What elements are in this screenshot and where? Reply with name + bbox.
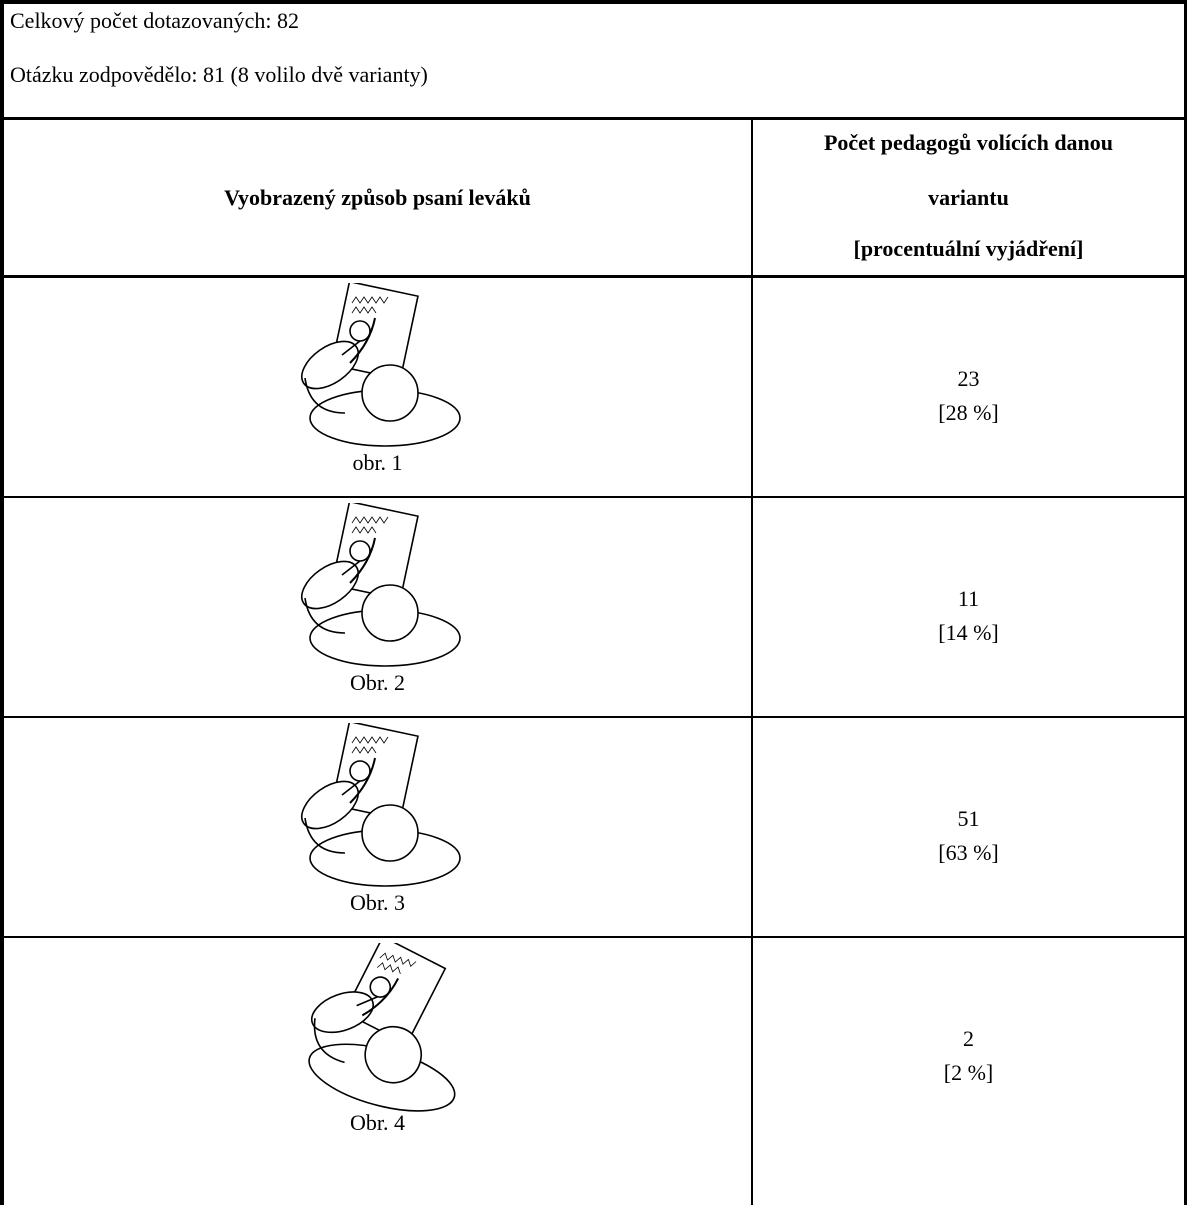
- figure-caption: Obr. 3: [350, 890, 405, 915]
- border: [0, 936, 1187, 938]
- count: 51: [957, 806, 980, 831]
- figure-caption: Obr. 2: [350, 670, 405, 695]
- percent: [63 %]: [938, 840, 999, 865]
- border: [0, 716, 1187, 718]
- border: [0, 0, 1187, 4]
- border: [0, 0, 4, 1205]
- border: [0, 117, 1187, 120]
- summary-line: Otázku zodpovědělo: 81 (8 volilo dvě var…: [10, 62, 428, 87]
- count: 2: [963, 1026, 974, 1051]
- count: 23: [957, 366, 980, 391]
- border: [0, 496, 1187, 498]
- illustration: [292, 283, 461, 447]
- border: [1184, 0, 1187, 1205]
- column-header: Počet pedagogů volících danou: [823, 130, 1114, 155]
- border: [751, 117, 753, 1205]
- illustration: [292, 503, 461, 667]
- border: [0, 275, 1187, 278]
- illustration: [292, 723, 461, 887]
- percent: [28 %]: [938, 400, 999, 425]
- percent: [2 %]: [943, 1060, 994, 1085]
- figure-caption: Obr. 4: [350, 1110, 405, 1135]
- column-header: variantu: [928, 185, 1009, 210]
- percent: [14 %]: [938, 620, 999, 645]
- summary-line: Celkový počet dotazovaných: 82: [10, 8, 299, 33]
- figure-caption: obr. 1: [352, 450, 403, 475]
- count: 11: [957, 586, 980, 611]
- column-header: [procentuální vyjádření]: [853, 236, 1084, 261]
- illustration: [285, 943, 475, 1113]
- column-header: Vyobrazený způsob psaní leváků: [224, 185, 531, 210]
